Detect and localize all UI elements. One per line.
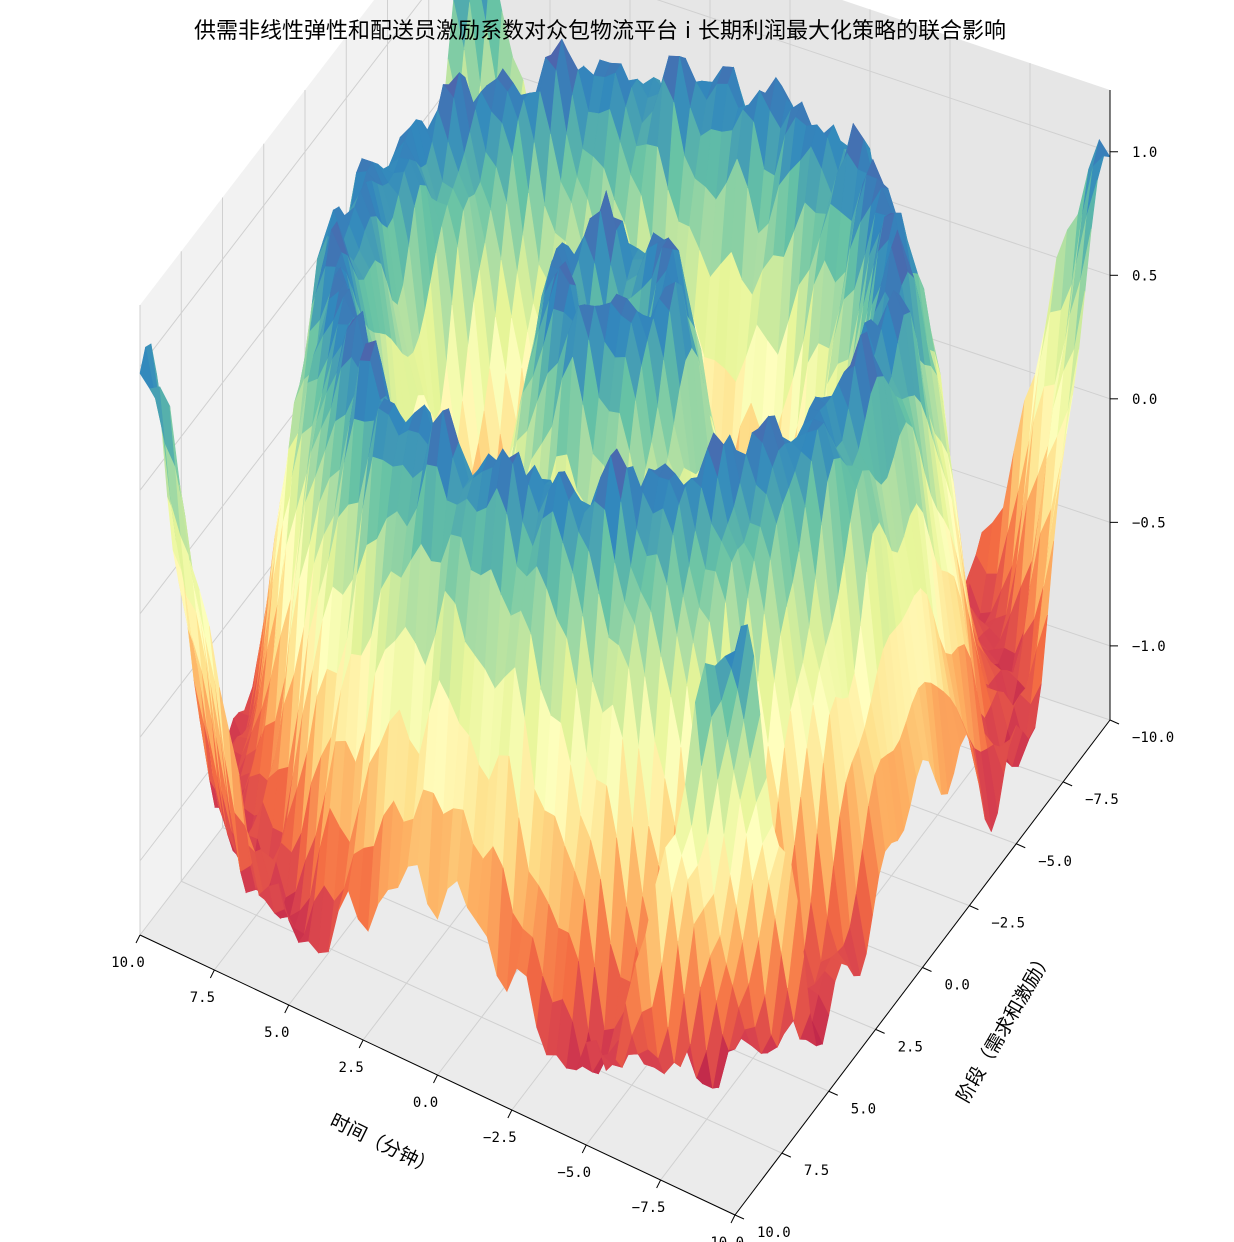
x-tick-label: −7.5: [632, 1200, 666, 1216]
y-tick-label: −5.0: [1038, 854, 1072, 870]
y-tick-label: −2.5: [991, 916, 1025, 932]
grid-right-wall-h: [656, 0, 1111, 153]
x-tick-label: 10.0: [111, 955, 145, 971]
y-tick-mark: [875, 1028, 885, 1034]
y-tick-label: −7.5: [1085, 792, 1119, 808]
x-tick-label: −10.0: [702, 1235, 744, 1242]
y-tick-label: 5.0: [851, 1101, 876, 1117]
x-axis-label: 时间（分钟）: [327, 1110, 439, 1180]
x-tick-mark: [284, 1004, 290, 1014]
y-tick-labels: −10.0 −7.5 −5.0 −2.5 0.0 2.5 5.0 7.5 10.0: [757, 730, 1174, 1241]
z-tick-labels: 1.0 0.5 0.0 −0.5 −1.0: [1132, 145, 1166, 655]
chart-title: 供需非线性弹性和配送员激励系数对众包物流平台 i 长期利润最大化策略的联合影响: [194, 19, 1006, 44]
z-tick-label: 1.0: [1132, 145, 1157, 161]
y-tick-mark: [734, 1214, 745, 1220]
x-tick-mark: [135, 934, 141, 944]
x-tick-mark: [507, 1109, 513, 1119]
surface-facet: [724, 626, 742, 669]
y-tick-mark: [969, 905, 979, 911]
z-tick-label: 0.5: [1132, 268, 1157, 284]
x-tick-mark: [209, 969, 215, 979]
axis-lines: [135, 90, 1120, 1224]
y-tick-label: 7.5: [804, 1163, 829, 1179]
y-tick-mark: [922, 967, 932, 972]
y-tick-mark: [1062, 781, 1073, 787]
x-tick-mark: [358, 1039, 364, 1049]
x-tick-label: 7.5: [190, 990, 215, 1006]
x-tick-mark: [581, 1144, 587, 1154]
x-tick-label: −5.0: [557, 1165, 591, 1181]
x-tick-mark: [656, 1179, 662, 1189]
y-axis-label: 阶段（需求和激励）: [953, 947, 1058, 1106]
x-tick-label: 2.5: [338, 1060, 363, 1076]
x-tick-labels: 10.0 7.5 5.0 2.5 0.0 −2.5 −5.0 −7.5 −10.0: [111, 955, 744, 1242]
z-tick-label: −1.0: [1132, 639, 1166, 655]
y-tick-label: 0.0: [945, 978, 970, 994]
y-tick-mark: [1016, 843, 1026, 849]
y-tick-mark: [1109, 719, 1120, 725]
y-tick-mark: [828, 1090, 838, 1096]
x-tick-mark: [730, 1214, 736, 1224]
surface-plot: [139, 0, 1111, 1089]
grid-left-wall-h: [139, 0, 423, 368]
y-tick-label: 10.0: [757, 1225, 791, 1241]
x-tick-label: 5.0: [264, 1025, 289, 1041]
y-tick-mark: [781, 1152, 792, 1158]
z-tick-label: 0.0: [1132, 392, 1157, 408]
y-tick-label: −10.0: [1132, 730, 1174, 746]
x-tick-mark: [433, 1074, 438, 1084]
x-tick-label: −2.5: [483, 1130, 517, 1146]
grid-floor-y: [181, 880, 783, 1154]
z-tick-label: −0.5: [1132, 515, 1166, 531]
y-tick-label: 2.5: [898, 1039, 923, 1055]
x-tick-label: 0.0: [413, 1095, 438, 1111]
